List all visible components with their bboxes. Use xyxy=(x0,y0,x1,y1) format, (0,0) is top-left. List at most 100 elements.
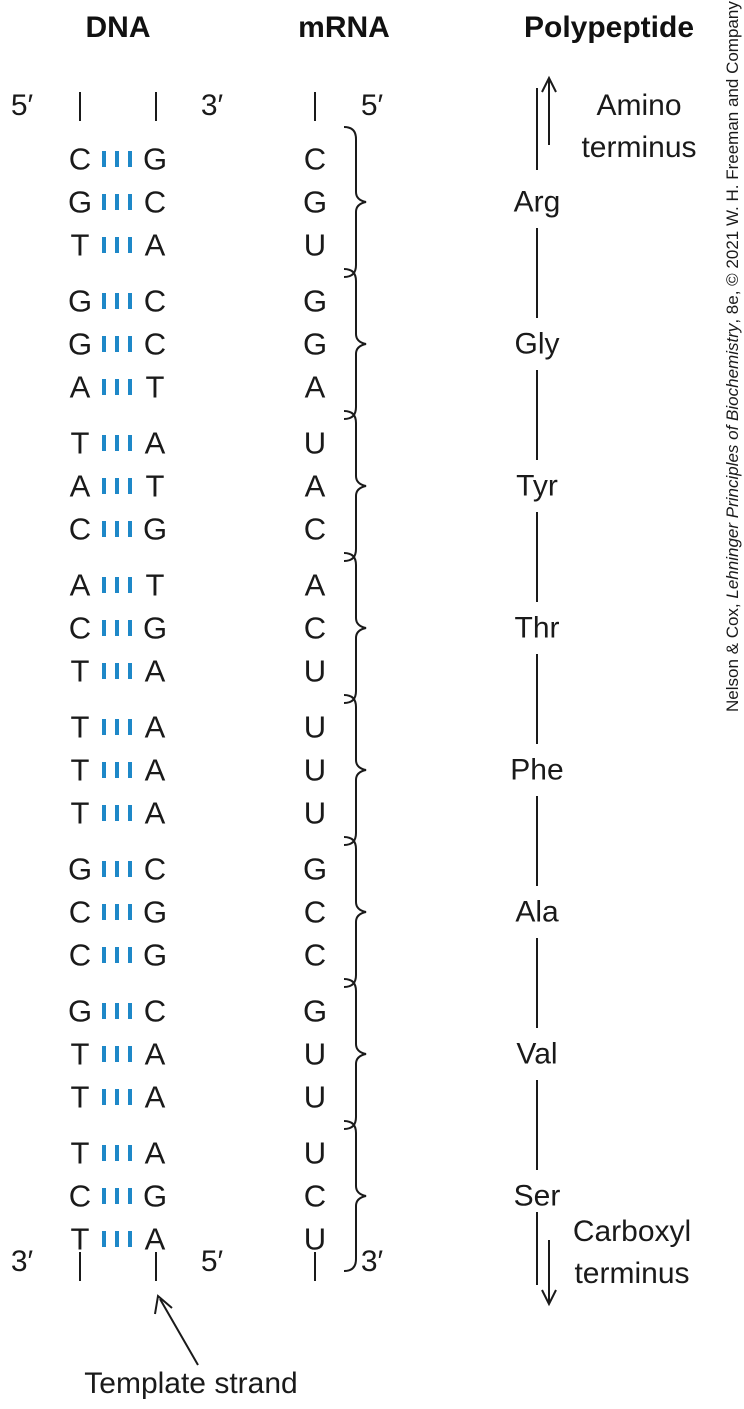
dna-coding-3prime-label: 3′ xyxy=(201,89,224,122)
codon-group-tyr: T A UA T AC G C xyxy=(69,410,367,562)
template-base: T xyxy=(71,228,90,263)
codon-brace xyxy=(343,836,367,988)
codon-group-val: G C GT A UT A U xyxy=(68,978,367,1130)
template-base: G xyxy=(68,284,92,319)
coding-base: T xyxy=(146,568,165,603)
codon-group-gly: G C GG C GA T A xyxy=(68,268,367,420)
template-base: T xyxy=(71,426,90,461)
amino-terminus-label-line2: terminus xyxy=(581,131,696,164)
coding-base: A xyxy=(145,1136,166,1171)
coding-base: G xyxy=(143,895,167,930)
mrna-base: C xyxy=(304,142,326,177)
coding-base: A xyxy=(145,1037,166,1072)
amino-acid-gly: Gly xyxy=(515,328,560,361)
template-base: G xyxy=(68,852,92,887)
dna-template-3prime-label: 3′ xyxy=(11,1245,34,1278)
template-strand-label: Template strand xyxy=(84,1367,297,1400)
amino-acid-arg: Arg xyxy=(514,186,561,219)
template-base: T xyxy=(71,1037,90,1072)
codon-brace xyxy=(343,1120,367,1272)
coding-base: A xyxy=(145,654,166,689)
template-base: A xyxy=(70,568,91,603)
coding-base: G xyxy=(143,611,167,646)
template-base: C xyxy=(69,142,91,177)
amino-acid-ala: Ala xyxy=(515,896,559,929)
mrna-base: U xyxy=(304,426,326,461)
amino-terminus-label-line1: Amino xyxy=(596,89,681,122)
codon-group-thr: A T AC G CT A U xyxy=(69,552,367,704)
template-base: G xyxy=(68,327,92,362)
template-base: C xyxy=(69,611,91,646)
dna-coding-5prime-label: 5′ xyxy=(201,1245,224,1278)
coding-base: C xyxy=(144,284,166,319)
mrna-base: A xyxy=(305,469,326,504)
credit-suffix: , 8e, © 2021 W. H. Freeman and Company xyxy=(723,1,742,324)
coding-base: A xyxy=(145,753,166,788)
template-base: T xyxy=(71,1136,90,1171)
mrna-base: U xyxy=(304,1080,326,1115)
template-base: A xyxy=(70,469,91,504)
mrna-base: C xyxy=(304,1179,326,1214)
template-base: A xyxy=(70,370,91,405)
coding-base: C xyxy=(144,852,166,887)
template-strand-pointer-arrow xyxy=(159,1298,199,1366)
carboxyl-terminus-arrowhead-icon xyxy=(541,1289,557,1307)
codon-brace xyxy=(343,552,367,704)
amino-acid-phe: Phe xyxy=(510,754,563,787)
template-base: C xyxy=(69,895,91,930)
codon-brace xyxy=(343,126,367,278)
mrna-base: U xyxy=(304,1136,326,1171)
template-base: C xyxy=(69,1179,91,1214)
dna-template-5prime-label: 5′ xyxy=(11,89,34,122)
template-base: G xyxy=(68,185,92,220)
template-base: T xyxy=(71,1222,90,1257)
mrna-3prime-label: 3′ xyxy=(361,1245,384,1278)
mrna-5prime-label: 5′ xyxy=(361,89,384,122)
codon-group-ala: G C GC G CC G C xyxy=(68,836,367,988)
mrna-base: A xyxy=(305,568,326,603)
template-base: C xyxy=(69,512,91,547)
coding-base: C xyxy=(144,327,166,362)
codon-group-ser: T A UC G CT A U xyxy=(69,1120,367,1272)
mrna-base: U xyxy=(304,1037,326,1072)
codon-brace xyxy=(343,410,367,562)
amino-acid-tyr: Tyr xyxy=(516,470,558,503)
mrna-base: U xyxy=(304,654,326,689)
template-base: C xyxy=(69,938,91,973)
mrna-header: mRNA xyxy=(298,11,390,44)
template-base: T xyxy=(71,654,90,689)
figure-credit: Nelson & Cox, Lehninger Principles of Bi… xyxy=(723,1,742,712)
mrna-base: G xyxy=(303,185,327,220)
mrna-base: C xyxy=(304,938,326,973)
template-base: T xyxy=(71,796,90,831)
coding-base: G xyxy=(143,512,167,547)
carboxyl-terminus-label-line2: terminus xyxy=(574,1257,689,1290)
mrna-base: G xyxy=(303,994,327,1029)
coding-base: A xyxy=(145,796,166,831)
template-base: T xyxy=(71,753,90,788)
mrna-base: U xyxy=(304,753,326,788)
amino-acid-thr: Thr xyxy=(515,612,560,645)
codon-rows: C G CG C GT A UG C GG C GA T AT A UA T AC G CA T AC G CT A UT A UT… xyxy=(68,126,367,1272)
codon-brace xyxy=(343,694,367,846)
amino-acid-ser: Ser xyxy=(514,1180,561,1213)
mrna-base: C xyxy=(304,512,326,547)
coding-base: A xyxy=(145,426,166,461)
mrna-base: U xyxy=(304,1222,326,1257)
coding-base: A xyxy=(145,710,166,745)
credit-book-title: Lehninger Principles of Biochemistry xyxy=(723,322,742,598)
mrna-base: G xyxy=(303,852,327,887)
coding-base: C xyxy=(144,994,166,1029)
coding-base: G xyxy=(143,1179,167,1214)
codon-brace xyxy=(343,978,367,1130)
credit-prefix: Nelson & Cox, xyxy=(723,599,742,712)
coding-base: A xyxy=(145,228,166,263)
codon-group-phe: T A U T A U T A U xyxy=(71,694,367,846)
coding-base: T xyxy=(146,370,165,405)
amino-acid-val: Val xyxy=(516,1038,557,1071)
mrna-base: U xyxy=(304,228,326,263)
mrna-base: A xyxy=(305,370,326,405)
template-strand-pointer-arrowhead-icon xyxy=(154,1294,173,1315)
coding-base: C xyxy=(144,185,166,220)
